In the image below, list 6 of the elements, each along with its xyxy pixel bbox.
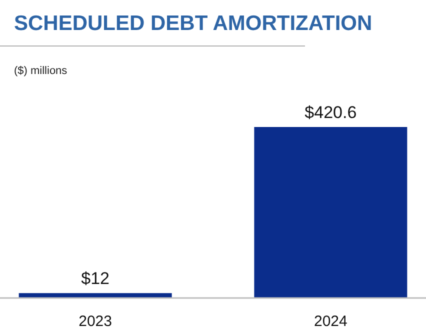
data-label: $420.6 — [304, 103, 357, 122]
x-tick-label: 2023 — [78, 313, 112, 330]
x-tick-label: 2024 — [314, 313, 348, 330]
chart-title: SCHEDULED DEBT AMORTIZATION — [14, 12, 372, 35]
text: ($) millions — [14, 65, 68, 77]
data-label: $12 — [81, 269, 110, 288]
